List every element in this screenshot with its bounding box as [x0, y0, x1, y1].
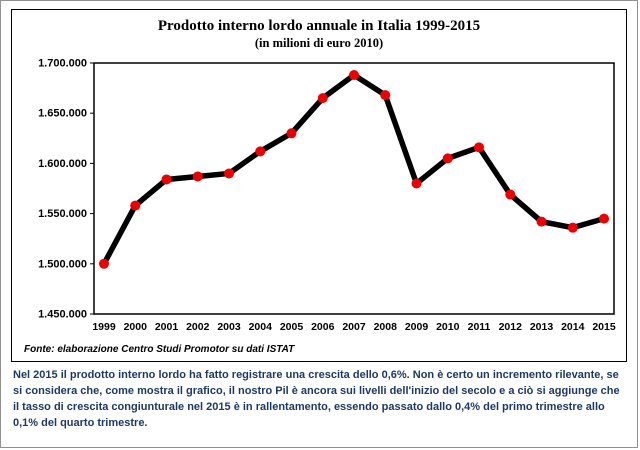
y-tick-label: 1.650.000: [38, 108, 87, 120]
x-tick-label: 2011: [468, 321, 491, 333]
data-point: [161, 174, 172, 185]
data-point: [130, 200, 141, 211]
data-point: [567, 222, 578, 233]
x-tick-label: 2005: [280, 321, 304, 333]
x-tick-label: 2003: [217, 321, 241, 333]
x-tick-label: 2009: [405, 321, 429, 333]
gdp-line-chart: 1.450.000 1.500.000 1.550.000 1.600.000 1.65…: [38, 58, 616, 334]
y-tick-label: 1.600.000: [38, 158, 87, 170]
data-point: [599, 213, 609, 224]
x-tick-label: 1999: [92, 321, 116, 333]
chart-box: Prodotto interno lordo annuale in Italia…: [11, 9, 627, 362]
data-point: [442, 153, 453, 164]
y-tick-label: 1.450.000: [38, 309, 87, 321]
commentary-text: Nel 2015 il prodotto interno lordo ha fa…: [13, 369, 620, 429]
data-point: [317, 93, 328, 104]
x-tick-label: 2010: [436, 321, 460, 333]
plot-frame: [93, 62, 615, 315]
data-point: [224, 168, 234, 179]
data-point: [380, 90, 391, 101]
x-tick-label: 2015: [592, 321, 616, 333]
data-point: [192, 171, 203, 182]
y-tick-label: 1.700.000: [38, 58, 87, 70]
chart-title: Prodotto interno lordo annuale in Italia…: [157, 18, 481, 34]
y-tick-label: 1.500.000: [38, 258, 87, 270]
plot-area: 1.450.000 1.500.000 1.550.000 1.600.000 1.65…: [18, 55, 620, 340]
data-point: [411, 178, 422, 189]
x-tick-label: 2014: [561, 321, 585, 333]
x-tick-label: 2002: [186, 321, 210, 333]
data-point: [99, 258, 109, 269]
x-tick-label: 2006: [311, 321, 335, 333]
data-point: [536, 216, 547, 227]
x-tick-label: 2007: [342, 321, 366, 333]
x-tick-label: 2000: [124, 321, 148, 333]
data-point: [505, 189, 516, 200]
source-note: Fonte: elaborazione Centro Studi Promoto…: [24, 344, 295, 355]
data-point: [255, 146, 266, 157]
x-tick-label: 2008: [374, 321, 398, 333]
x-tick-label: 2012: [499, 321, 523, 333]
data-point: [349, 70, 359, 81]
data-point: [286, 128, 297, 139]
x-tick-label: 2004: [249, 321, 273, 333]
chart-subtitle: (in milioni di euro 2010): [254, 36, 384, 50]
y-tick-label: 1.550.000: [38, 208, 87, 220]
x-tick-label: 2001: [155, 321, 179, 333]
data-point: [474, 142, 484, 153]
x-tick-label: 2013: [530, 321, 554, 333]
